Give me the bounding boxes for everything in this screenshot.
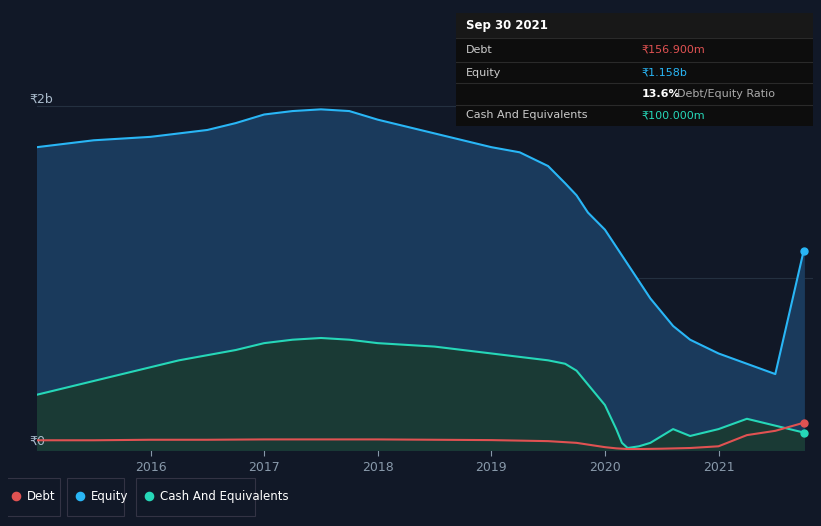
Point — [797, 247, 810, 255]
FancyBboxPatch shape — [136, 478, 255, 516]
Text: 13.6%: 13.6% — [641, 89, 680, 99]
Text: Debt: Debt — [466, 45, 493, 55]
Point — [142, 492, 155, 500]
Text: Sep 30 2021: Sep 30 2021 — [466, 19, 548, 32]
Text: ₹156.900m: ₹156.900m — [641, 45, 705, 55]
Text: ₹2b: ₹2b — [30, 93, 53, 106]
Point — [73, 492, 86, 500]
Text: Debt/Equity Ratio: Debt/Equity Ratio — [677, 89, 775, 99]
Text: Cash And Equivalents: Cash And Equivalents — [160, 490, 288, 502]
Text: Cash And Equivalents: Cash And Equivalents — [466, 110, 588, 120]
Text: Equity: Equity — [466, 67, 502, 77]
Point — [797, 428, 810, 437]
Point — [797, 419, 810, 427]
Point — [9, 492, 22, 500]
Text: Debt: Debt — [27, 490, 56, 502]
FancyBboxPatch shape — [3, 478, 60, 516]
FancyBboxPatch shape — [456, 13, 813, 38]
FancyBboxPatch shape — [67, 478, 124, 516]
Text: ₹0: ₹0 — [30, 435, 45, 448]
Text: Equity: Equity — [91, 490, 128, 502]
Text: ₹100.000m: ₹100.000m — [641, 110, 705, 120]
Text: ₹1.158b: ₹1.158b — [641, 67, 687, 77]
